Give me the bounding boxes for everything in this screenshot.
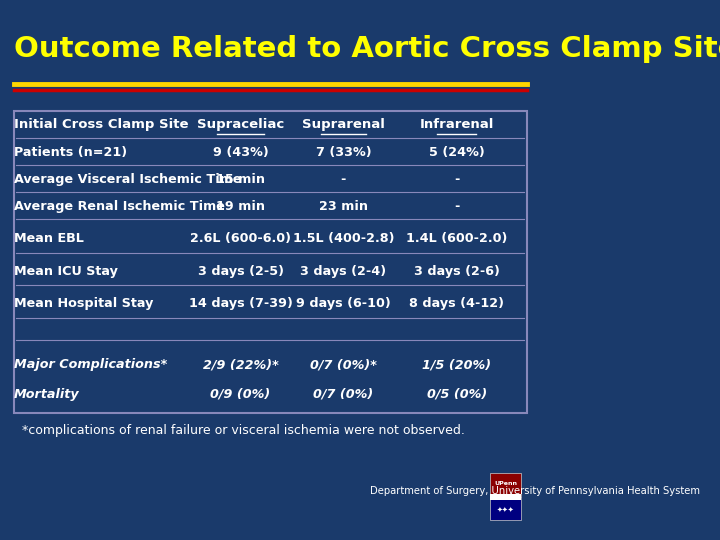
Text: 8 days (4-12): 8 days (4-12) xyxy=(410,297,505,310)
Text: -: - xyxy=(454,173,459,186)
FancyBboxPatch shape xyxy=(490,497,521,520)
FancyBboxPatch shape xyxy=(14,111,527,413)
Text: 3 days (2-4): 3 days (2-4) xyxy=(300,265,387,278)
Text: Suprarenal: Suprarenal xyxy=(302,118,384,131)
Text: Department of Surgery, University of Pennsylvania Health System: Department of Surgery, University of Pen… xyxy=(370,487,701,496)
Text: 2.6L (600-6.0): 2.6L (600-6.0) xyxy=(190,232,291,245)
Text: -: - xyxy=(341,173,346,186)
Text: Mortality: Mortality xyxy=(14,388,79,401)
Text: 1.5L (400-2.8): 1.5L (400-2.8) xyxy=(292,232,394,245)
Text: 3 days (2-5): 3 days (2-5) xyxy=(197,265,284,278)
Text: Major Complications*: Major Complications* xyxy=(14,358,167,371)
Text: ✦✦✦: ✦✦✦ xyxy=(497,506,514,512)
Text: 14 days (7-39): 14 days (7-39) xyxy=(189,297,292,310)
Text: Average Visceral Ischemic Time: Average Visceral Ischemic Time xyxy=(14,173,241,186)
Text: 0/5 (0%): 0/5 (0%) xyxy=(427,388,487,401)
Text: 1/5 (20%): 1/5 (20%) xyxy=(423,358,492,371)
Text: 9 (43%): 9 (43%) xyxy=(212,146,269,159)
Text: -: - xyxy=(454,200,459,213)
Text: 5 (24%): 5 (24%) xyxy=(429,146,485,159)
Text: 7 (33%): 7 (33%) xyxy=(315,146,371,159)
Text: *complications of renal failure or visceral ischemia were not observed.: *complications of renal failure or visce… xyxy=(22,424,464,437)
Text: 1.4L (600-2.0): 1.4L (600-2.0) xyxy=(406,232,508,245)
Text: 9 days (6-10): 9 days (6-10) xyxy=(296,297,391,310)
FancyBboxPatch shape xyxy=(490,472,521,497)
Text: 15 min: 15 min xyxy=(216,173,265,186)
Text: 0/7 (0%)*: 0/7 (0%)* xyxy=(310,358,377,371)
Text: Infrarenal: Infrarenal xyxy=(420,118,494,131)
Text: 0/7 (0%): 0/7 (0%) xyxy=(313,388,374,401)
Text: Mean EBL: Mean EBL xyxy=(14,232,84,245)
Text: Mean Hospital Stay: Mean Hospital Stay xyxy=(14,297,153,310)
Text: Initial Cross Clamp Site: Initial Cross Clamp Site xyxy=(14,118,188,131)
FancyBboxPatch shape xyxy=(490,494,521,500)
Text: 0/9 (0%): 0/9 (0%) xyxy=(210,388,271,401)
Text: Mean ICU Stay: Mean ICU Stay xyxy=(14,265,117,278)
Text: UPenn: UPenn xyxy=(494,481,517,486)
Text: 19 min: 19 min xyxy=(216,200,265,213)
Text: Supraceliac: Supraceliac xyxy=(197,118,284,131)
Text: 23 min: 23 min xyxy=(319,200,368,213)
Text: Patients (n=21): Patients (n=21) xyxy=(14,146,127,159)
Text: 3 days (2-6): 3 days (2-6) xyxy=(414,265,500,278)
Text: Average Renal Ischemic Time: Average Renal Ischemic Time xyxy=(14,200,225,213)
Text: Outcome Related to Aortic Cross Clamp Site: Outcome Related to Aortic Cross Clamp Si… xyxy=(14,35,720,63)
Text: 2/9 (22%)*: 2/9 (22%)* xyxy=(203,358,279,371)
